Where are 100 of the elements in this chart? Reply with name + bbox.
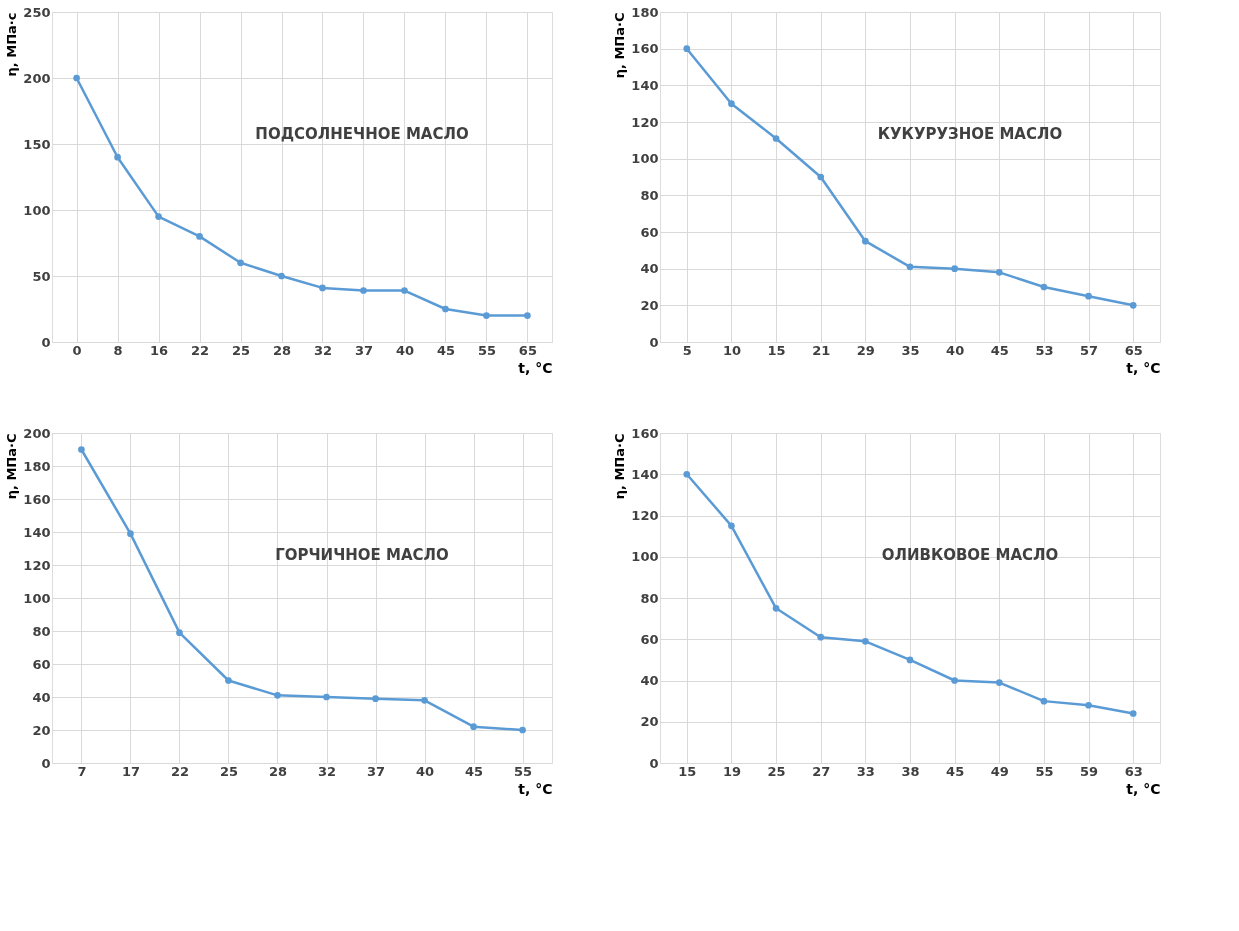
point xyxy=(155,213,162,220)
y-tick-label: 200 xyxy=(23,70,51,86)
x-tick-label: 63 xyxy=(1124,763,1143,779)
x-tick-label: 22 xyxy=(190,342,210,358)
x-tick-label: 32 xyxy=(313,342,333,358)
point xyxy=(196,233,203,240)
point xyxy=(1085,292,1092,300)
point xyxy=(274,692,281,699)
point xyxy=(319,284,326,292)
point xyxy=(401,287,408,294)
x-tick-label: 21 xyxy=(812,342,831,358)
y-axis-title: η, МПа·С xyxy=(612,12,628,79)
y-tick-label: 120 xyxy=(631,508,659,523)
x-tick-label: 38 xyxy=(901,763,920,779)
point xyxy=(728,522,735,530)
y-tick-label: 100 xyxy=(23,590,51,606)
point xyxy=(1040,697,1048,705)
x-tick-label: 22 xyxy=(170,763,189,779)
point xyxy=(862,237,869,245)
y-tick-label: 20 xyxy=(32,722,51,738)
y-axis-title: η, МПа·с xyxy=(4,12,20,77)
y-tick-label: 40 xyxy=(640,261,659,277)
x-tick-label: 65 xyxy=(518,342,537,358)
x-tick-label: 17 xyxy=(121,763,140,779)
x-tick-label: 45 xyxy=(436,342,455,358)
point xyxy=(995,268,1003,276)
y-tick-label: 100 xyxy=(23,202,51,218)
x-tick-label: 29 xyxy=(856,342,875,358)
point xyxy=(683,45,691,53)
point xyxy=(372,695,379,702)
point xyxy=(817,633,825,641)
y-tick-label: 180 xyxy=(23,458,51,474)
point xyxy=(442,305,449,313)
x-tick-label: 25 xyxy=(767,763,786,779)
point xyxy=(323,693,330,701)
point xyxy=(772,135,780,142)
point xyxy=(906,263,914,271)
point xyxy=(237,259,244,267)
x-tick-label: 57 xyxy=(1080,342,1099,358)
point xyxy=(951,677,958,684)
y-tick-label: 160 xyxy=(631,41,659,57)
point xyxy=(1040,283,1048,291)
x-tick-label: 65 xyxy=(1124,342,1143,358)
x-tick-label: 49 xyxy=(990,763,1009,779)
y-tick-label: 120 xyxy=(631,114,659,130)
point xyxy=(862,637,869,645)
y-tick-label: 200 xyxy=(23,425,51,441)
point xyxy=(114,153,121,161)
x-tick-label: 55 xyxy=(477,342,496,358)
y-tick-label: 100 xyxy=(631,549,659,565)
x-axis-title: t, °C xyxy=(1126,359,1161,376)
point xyxy=(470,723,477,731)
x-tick-label: 37 xyxy=(366,763,386,779)
text: ОЛИВКОВОЕ МАСЛО xyxy=(881,546,1059,565)
x-tick-label: 55 xyxy=(1035,763,1054,779)
point xyxy=(906,656,914,664)
x-tick-label: 35 xyxy=(901,342,920,358)
x-tick-label: 27 xyxy=(812,763,831,779)
x-tick-label: 40 xyxy=(946,342,965,358)
x-tick-label: 32 xyxy=(317,763,337,779)
point xyxy=(1085,701,1092,709)
point xyxy=(995,679,1003,686)
x-tick-label: 33 xyxy=(856,763,875,779)
y-tick-label: 80 xyxy=(640,187,659,203)
x-axis-title: t, °C xyxy=(518,780,553,797)
x-tick-label: 45 xyxy=(990,342,1009,358)
y-tick-label: 50 xyxy=(32,268,51,284)
y-tick-label: 250 xyxy=(23,4,51,20)
y-tick-label: 160 xyxy=(631,425,659,441)
x-tick-label: 0 xyxy=(72,342,82,358)
point xyxy=(176,629,183,636)
point xyxy=(78,446,85,453)
y-tick-label: 120 xyxy=(23,557,51,573)
point xyxy=(1129,301,1137,309)
point xyxy=(278,272,285,280)
x-tick-label: 59 xyxy=(1080,763,1099,779)
x-tick-label: 40 xyxy=(395,342,415,358)
y-tick-label: 60 xyxy=(32,656,51,672)
point xyxy=(127,530,134,537)
point xyxy=(519,726,526,734)
x-tick-label: 55 xyxy=(514,763,533,779)
y-tick-label: 20 xyxy=(640,297,659,313)
x-tick-label: 37 xyxy=(354,342,374,358)
y-tick-label: 40 xyxy=(640,673,659,688)
point xyxy=(421,696,428,704)
y-tick-label: 160 xyxy=(23,491,51,507)
x-tick-label: 19 xyxy=(722,763,741,779)
x-tick-label: 15 xyxy=(767,342,786,358)
y-tick-label: 40 xyxy=(32,689,51,705)
y-tick-label: 80 xyxy=(640,590,659,606)
x-axis-title: t, °C xyxy=(1126,780,1161,797)
text: ГОРЧИЧНОЕ МАСЛО xyxy=(275,546,449,565)
y-tick-label: 140 xyxy=(631,466,659,482)
x-tick-label: 45 xyxy=(946,763,965,779)
x-tick-label: 10 xyxy=(722,342,741,358)
point xyxy=(225,677,232,684)
y-tick-label: 80 xyxy=(32,623,51,639)
y-tick-label: 180 xyxy=(631,4,659,20)
point xyxy=(524,312,531,319)
x-tick-label: 25 xyxy=(219,763,239,779)
